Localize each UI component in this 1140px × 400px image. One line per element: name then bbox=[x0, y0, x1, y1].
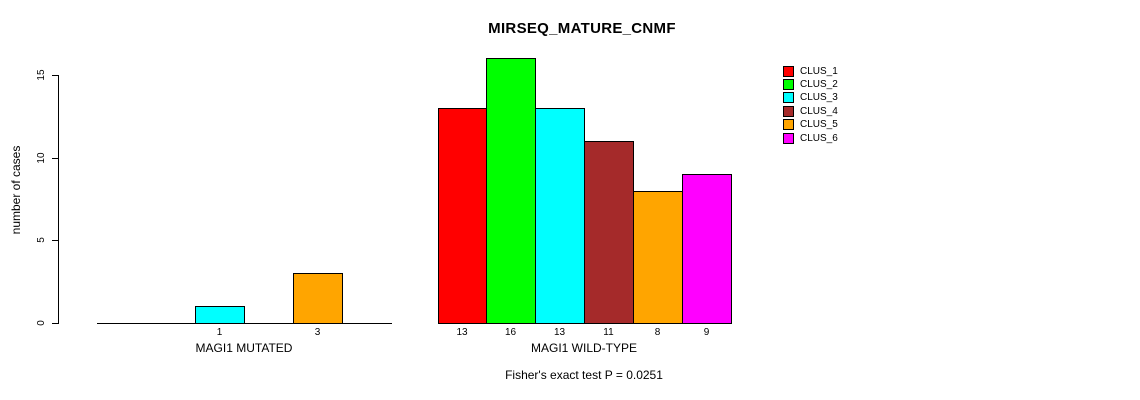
group-label-mutated: MAGI1 MUTATED bbox=[195, 341, 293, 355]
bar-clus_2-wildtype bbox=[486, 58, 536, 324]
legend-label-clus_1: CLUS_1 bbox=[800, 66, 838, 77]
legend-label-clus_6: CLUS_6 bbox=[800, 133, 838, 144]
legend-swatch-clus_4 bbox=[783, 106, 794, 117]
chart-title: MIRSEQ_MATURE_CNMF bbox=[488, 20, 676, 37]
legend-label-clus_4: CLUS_4 bbox=[800, 106, 838, 117]
legend-label-clus_2: CLUS_2 bbox=[800, 79, 838, 90]
y-tick-label: 0 bbox=[36, 320, 47, 326]
bar-value-label: 11 bbox=[603, 327, 614, 338]
bar-clus_6-wildtype bbox=[682, 174, 732, 324]
bar-value-label: 9 bbox=[703, 327, 710, 338]
bar-clus_3-wildtype bbox=[535, 108, 585, 324]
fisher-test-annotation: Fisher's exact test P = 0.0251 bbox=[505, 368, 663, 382]
bar-value-label: 3 bbox=[314, 327, 321, 338]
legend-swatch-clus_5 bbox=[783, 119, 794, 130]
y-tick-mark bbox=[52, 75, 59, 76]
legend-swatch-clus_3 bbox=[783, 92, 794, 103]
legend-swatch-clus_1 bbox=[783, 66, 794, 77]
y-tick-mark bbox=[52, 158, 59, 159]
bar-value-label: 13 bbox=[456, 327, 468, 338]
bar-clus_4-wildtype bbox=[584, 141, 634, 324]
bar-value-label: 8 bbox=[654, 327, 661, 338]
y-axis-line bbox=[58, 75, 59, 324]
y-tick-mark bbox=[52, 323, 59, 324]
y-tick-mark bbox=[52, 240, 59, 241]
y-tick-label: 5 bbox=[36, 237, 47, 243]
legend-label-clus_3: CLUS_3 bbox=[800, 92, 838, 103]
bar-clus_1-wildtype bbox=[438, 108, 487, 324]
y-tick-label: 10 bbox=[36, 152, 47, 164]
group-label-wildtype: MAGI1 WILD-TYPE bbox=[530, 341, 637, 355]
bar-clus_3-mutated bbox=[195, 306, 245, 324]
y-axis-label: number of cases bbox=[9, 145, 23, 235]
y-tick-label: 15 bbox=[36, 69, 47, 81]
bar-value-label: 13 bbox=[553, 327, 566, 338]
legend-swatch-clus_6 bbox=[783, 133, 794, 144]
legend-swatch-clus_2 bbox=[783, 79, 794, 90]
bar-value-label: 1 bbox=[216, 327, 223, 338]
legend-label-clus_5: CLUS_5 bbox=[800, 119, 838, 130]
bar-clus_5-wildtype bbox=[633, 191, 683, 324]
bar-value-label: 16 bbox=[504, 327, 517, 338]
bar-clus_5-mutated bbox=[293, 273, 343, 324]
